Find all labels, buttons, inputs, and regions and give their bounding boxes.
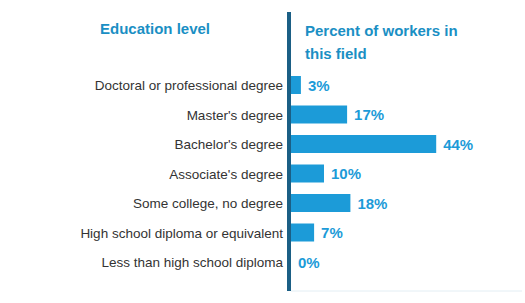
chart-root: Education level Doctoral or professional … (0, 0, 525, 303)
bar (291, 253, 292, 271)
category-label: Less than high school diploma (101, 255, 283, 270)
bar (291, 194, 350, 212)
x-axis-title: Percent of workers in this field (305, 19, 473, 65)
category-label: Master's degree (187, 108, 283, 123)
body: {"chart_data": {"type": "bar", "orientat… (0, 0, 525, 303)
x-range-line (291, 291, 522, 292)
chart-svg: Education level Doctoral or professional … (0, 0, 525, 303)
data-label: 17% (354, 106, 384, 123)
bars (291, 76, 436, 242)
page: html, body { margin: 0; padding: 0; back… (0, 0, 525, 303)
y-axis-title: Education level (100, 20, 210, 37)
bar (291, 76, 301, 94)
bar (291, 224, 314, 242)
category-label: High school diploma or equivalent (80, 226, 283, 241)
bar (291, 135, 436, 153)
labels: Doctoral or professional degree 3% Master'… (80, 77, 473, 271)
category-label: Some college, no degree (133, 196, 283, 211)
bar (291, 106, 347, 124)
data-label: 44% (443, 136, 473, 153)
data-label: 3% (308, 77, 330, 94)
data-label: 0% (298, 254, 320, 271)
category-label: Doctoral or professional degree (95, 78, 283, 93)
data-label: 10% (331, 165, 361, 182)
category-label: Bachelor's degree (175, 137, 283, 152)
data-label: 18% (357, 195, 387, 212)
bar (291, 165, 324, 183)
category-label: Associate's degree (169, 167, 283, 182)
category-axis (287, 12, 291, 291)
data-label: 7% (321, 224, 343, 241)
